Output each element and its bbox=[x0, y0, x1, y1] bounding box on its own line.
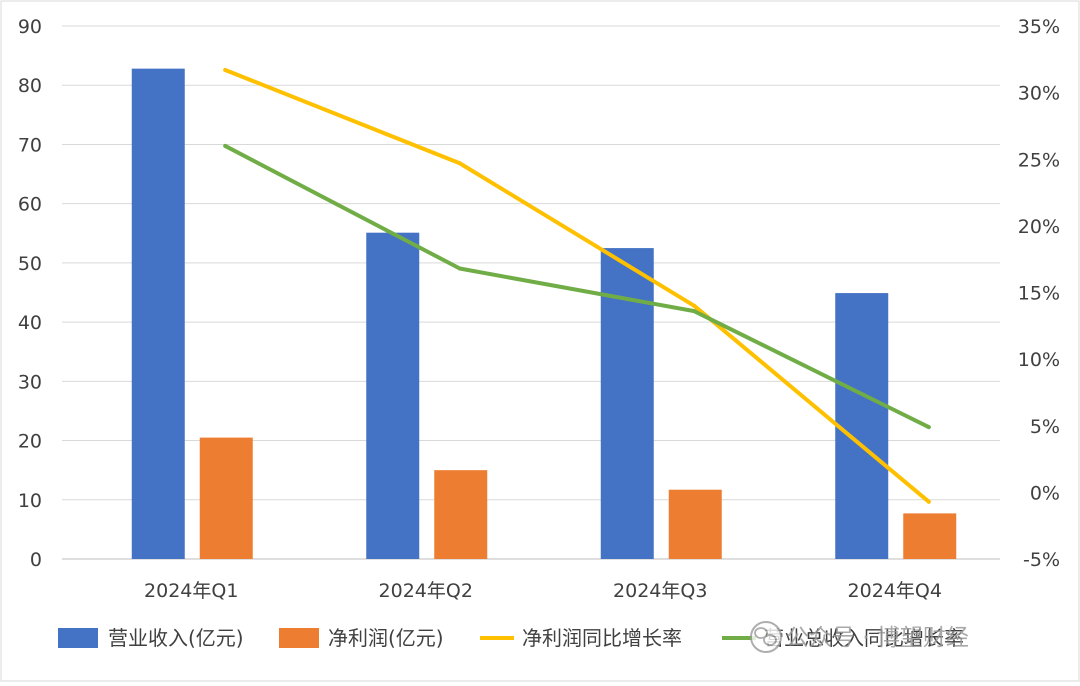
x-tick-label: 2024年Q4 bbox=[848, 580, 942, 602]
wechat-icon bbox=[750, 621, 782, 653]
x-tick-label: 2024年Q2 bbox=[379, 580, 473, 602]
legend-net-profit-growth-label: 净利润同比增长率 bbox=[522, 626, 682, 650]
left-tick-label: 20 bbox=[18, 431, 42, 453]
right-tick-label: 10% bbox=[1018, 349, 1060, 371]
net-profit-growth-point bbox=[692, 303, 697, 308]
watermark: 公众号 · 博望财经 bbox=[750, 621, 969, 653]
left-tick-label: 0 bbox=[30, 549, 42, 571]
x-axis: 2024年Q1 2024年Q2 2024年Q3 2024年Q4 bbox=[144, 580, 942, 602]
right-tick-label: 20% bbox=[1018, 216, 1060, 238]
revenue-growth-point bbox=[692, 309, 697, 314]
revenue-growth-line bbox=[223, 143, 931, 430]
revenue-growth-point bbox=[926, 425, 931, 430]
left-axis: 0 10 20 30 40 50 60 70 80 90 bbox=[18, 16, 42, 571]
right-tick-label: 15% bbox=[1018, 283, 1060, 305]
left-tick-label: 10 bbox=[18, 490, 42, 512]
watermark-text: 公众号 · 博望财经 bbox=[786, 625, 969, 651]
x-tick-label: 2024年Q3 bbox=[613, 580, 707, 602]
left-tick-label: 90 bbox=[18, 16, 42, 38]
legend-revenue-label: 营业收入(亿元) bbox=[108, 626, 244, 650]
line-series bbox=[223, 67, 931, 504]
revenue-bar bbox=[366, 232, 420, 560]
left-tick-label: 70 bbox=[18, 134, 42, 156]
legend-net-profit-swatch bbox=[279, 628, 319, 648]
left-tick-label: 40 bbox=[18, 312, 42, 334]
legend-net-profit-label: 净利润(亿元) bbox=[328, 626, 444, 650]
net-profit-growth-point bbox=[457, 161, 462, 166]
net-profit-bar bbox=[434, 470, 488, 559]
left-tick-label: 50 bbox=[18, 253, 42, 275]
right-tick-label: 5% bbox=[1030, 416, 1060, 438]
left-tick-label: 30 bbox=[18, 371, 42, 393]
revenue-bar bbox=[835, 293, 889, 559]
right-axis: -5% 0% 5% 10% 15% 20% 25% 30% 35% bbox=[1018, 16, 1060, 571]
net-profit-bar bbox=[903, 513, 957, 559]
net-profit-growth-point bbox=[223, 67, 228, 72]
legend-revenue-growth-label: 营业总收入同比增长率 bbox=[764, 626, 964, 650]
right-tick-label: -5% bbox=[1023, 549, 1060, 571]
revenue-bar bbox=[131, 68, 185, 559]
legend-revenue-swatch bbox=[58, 628, 98, 648]
right-tick-label: 35% bbox=[1018, 16, 1060, 38]
right-tick-label: 0% bbox=[1030, 482, 1060, 504]
x-tick-label: 2024年Q1 bbox=[144, 580, 238, 602]
net-profit-bar bbox=[199, 437, 253, 559]
net-profit-growth-point bbox=[926, 499, 931, 504]
net-profit-bar bbox=[668, 489, 722, 559]
net-profit-growth-line bbox=[223, 67, 931, 504]
right-tick-label: 25% bbox=[1018, 149, 1060, 171]
bar-series bbox=[131, 68, 957, 560]
legend: 营业收入(亿元) 净利润(亿元) 净利润同比增长率 营业总收入同比增长率 bbox=[58, 626, 964, 650]
right-tick-label: 30% bbox=[1018, 83, 1060, 105]
revenue-growth-point bbox=[223, 143, 228, 148]
left-tick-label: 60 bbox=[18, 194, 42, 216]
revenue-growth-point bbox=[457, 266, 462, 271]
left-tick-label: 80 bbox=[18, 75, 42, 97]
